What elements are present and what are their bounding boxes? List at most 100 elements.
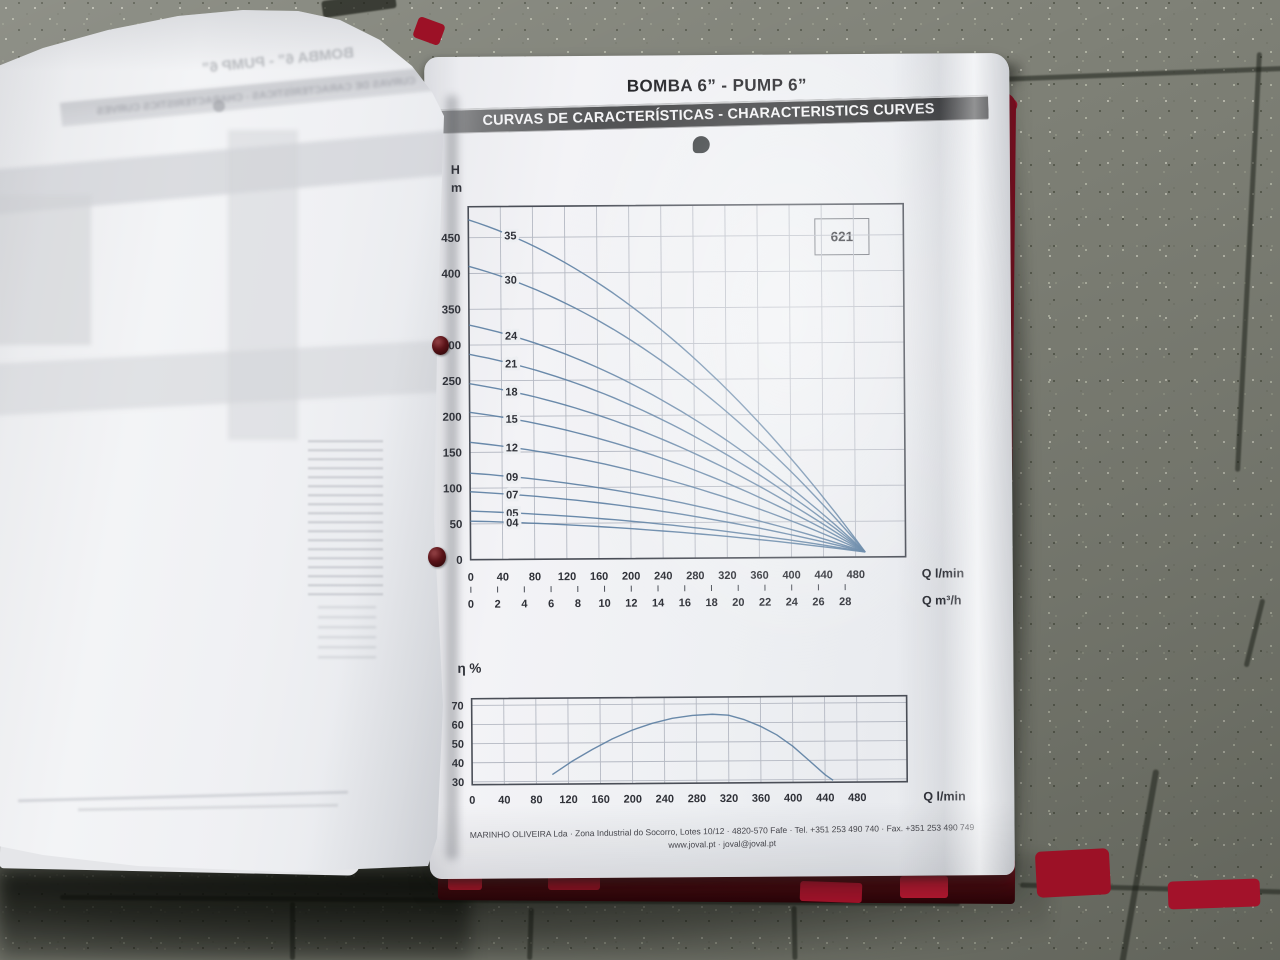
x-tick-m3h: 12 bbox=[625, 598, 637, 610]
x-tick-lmin: 320 bbox=[720, 793, 738, 805]
paver-joint bbox=[791, 905, 798, 960]
head-curve-04 bbox=[470, 520, 866, 553]
x-tick-lmin: 80 bbox=[529, 571, 541, 583]
curve-label-15: 15 bbox=[506, 414, 518, 426]
gridline-v bbox=[792, 696, 794, 783]
page-edge-shadow bbox=[446, 95, 458, 860]
gridline-h bbox=[471, 721, 907, 725]
efficiency-chart: 30 40 50 60 70 η % 0 40 80 120 160 200 240 280 320 360 4… bbox=[451, 661, 965, 807]
curve-label-18: 18 bbox=[505, 386, 517, 398]
grid bbox=[471, 696, 908, 785]
x-tick-m3h: 24 bbox=[786, 596, 799, 608]
x-tick-lmin: 400 bbox=[782, 569, 800, 581]
gridline-h bbox=[472, 778, 908, 783]
ghost-text-rows bbox=[318, 606, 376, 666]
x-tick-m3h: 28 bbox=[839, 596, 851, 608]
x-tick-m3h: 2 bbox=[495, 599, 501, 611]
binder-red-glimpse bbox=[1167, 878, 1261, 910]
y-tick-label: 70 bbox=[451, 700, 463, 712]
gridline-v bbox=[563, 206, 568, 560]
head-curve-18 bbox=[469, 383, 866, 553]
x-tick-m3h: 16 bbox=[679, 597, 691, 609]
x-tick-lmin: 160 bbox=[591, 794, 609, 806]
head-curve-05 bbox=[470, 510, 866, 553]
x-tick-lmin: 280 bbox=[686, 570, 704, 582]
binder-ring bbox=[432, 336, 449, 355]
head-curve-15 bbox=[469, 411, 866, 553]
gridline-v bbox=[788, 204, 792, 558]
folded-left-page: BOMBA 6” - PUMP 6” CURVAS DE CARACTERÍST… bbox=[0, 10, 444, 872]
x-tick-lmin: 120 bbox=[558, 571, 576, 583]
ghost-text-line bbox=[77, 803, 339, 812]
gridline-v bbox=[663, 697, 666, 784]
ghost-text-rows bbox=[308, 440, 383, 600]
gridline-h bbox=[471, 740, 907, 745]
y-tick-label: 60 bbox=[452, 720, 464, 732]
y-tick-label: 40 bbox=[452, 758, 464, 770]
gridline-v bbox=[692, 205, 696, 559]
x-tick-lmin: 40 bbox=[498, 794, 510, 806]
gridline-h bbox=[472, 759, 908, 764]
y-tick-label: 50 bbox=[450, 519, 463, 531]
head-curve-12 bbox=[469, 441, 866, 553]
x-axis-unit-lmin: Q l/min bbox=[922, 566, 964, 580]
page-title: BOMBA 6” - PUMP 6” bbox=[626, 75, 807, 96]
x-tick-m3h: 20 bbox=[732, 597, 744, 609]
head-curve-24 bbox=[468, 324, 866, 553]
gridline-v bbox=[824, 696, 826, 783]
plot-frame bbox=[470, 694, 909, 786]
x-axis-unit-lmin: Q l/min bbox=[923, 789, 965, 803]
paver-joint bbox=[290, 902, 295, 960]
printed-dot bbox=[692, 136, 710, 154]
gridline-v bbox=[724, 204, 728, 558]
x-tick-lmin: 280 bbox=[688, 793, 706, 805]
gridline-v bbox=[695, 697, 698, 784]
curve-label-05: 05 bbox=[506, 508, 518, 520]
banner-text: CURVAS DE CARACTERÍSTICAS - CHARACTERIST… bbox=[482, 101, 935, 129]
y-tick-label: 150 bbox=[443, 447, 462, 459]
gridline-v bbox=[499, 206, 504, 560]
x-tick-lmin: 440 bbox=[814, 569, 832, 581]
x-tick-lmin: 480 bbox=[848, 792, 866, 804]
gridline-h bbox=[471, 701, 907, 706]
x-tick-lmin: 480 bbox=[847, 569, 865, 581]
gridline-v bbox=[599, 697, 602, 784]
plot-frame bbox=[467, 202, 907, 561]
ghost-dot bbox=[213, 100, 225, 112]
x-tick-lmin: 80 bbox=[530, 794, 542, 806]
curve-label-35: 35 bbox=[504, 230, 516, 242]
ghost-text-line bbox=[18, 790, 348, 803]
catalog-page: BOMBA 6” - PUMP 6” CURVAS DE CARACTERÍST… bbox=[424, 52, 1015, 880]
x-tick-m3h: 10 bbox=[598, 598, 610, 610]
x-tick-lmin: 0 bbox=[468, 572, 474, 584]
x-tick-lmin: 200 bbox=[624, 794, 642, 806]
curve-label-12: 12 bbox=[506, 442, 518, 454]
gridline-v bbox=[531, 206, 536, 560]
gridline-h bbox=[468, 234, 904, 239]
y-tick-label: 0 bbox=[456, 555, 462, 567]
gridline-h bbox=[470, 484, 906, 489]
x-tick-m3h: 14 bbox=[652, 597, 665, 609]
gridline-v bbox=[660, 205, 664, 559]
y-tick-label: 450 bbox=[441, 233, 460, 245]
gridline-h bbox=[468, 270, 904, 274]
ghost-band bbox=[0, 339, 444, 417]
gridline-v bbox=[567, 698, 569, 785]
head-curve-21 bbox=[469, 353, 866, 553]
y-tick-label: 400 bbox=[441, 269, 460, 281]
gridline-h bbox=[468, 305, 904, 310]
y-tick-label: 250 bbox=[442, 376, 461, 388]
gridline-v bbox=[856, 696, 858, 783]
efficiency-curve bbox=[551, 713, 834, 781]
gridline-v bbox=[756, 204, 760, 558]
x-tick-m3h: 8 bbox=[575, 598, 581, 610]
curve-label-21: 21 bbox=[505, 358, 517, 370]
head-curve-35 bbox=[468, 219, 866, 553]
x-tick-m3h: 0 bbox=[468, 599, 474, 611]
gridline-v bbox=[727, 696, 730, 783]
ghost-banner-text: CURVAS DE CARACTERÍSTICAS - CHARACTERIST… bbox=[96, 74, 416, 118]
x-tick-m3h: 6 bbox=[548, 598, 554, 610]
y-axis-title: H bbox=[451, 163, 460, 177]
binder-red-glimpse bbox=[1034, 848, 1112, 898]
